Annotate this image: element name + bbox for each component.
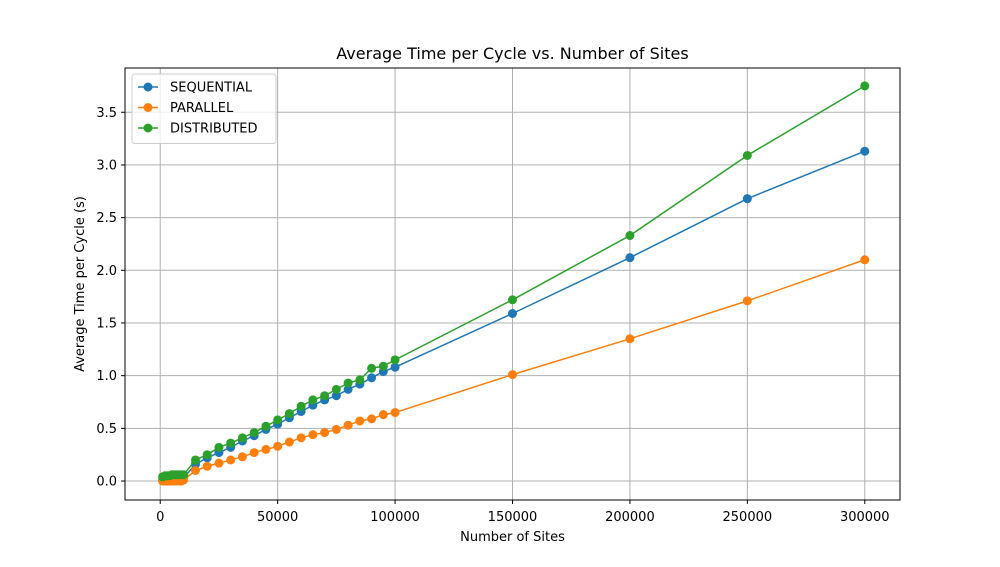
chart-title: Average Time per Cycle vs. Number of Sit… [336, 44, 688, 63]
data-point [331, 424, 341, 434]
legend-marker [143, 123, 153, 133]
data-point [179, 470, 189, 480]
data-point [296, 433, 306, 443]
legend-item: PARALLEL [138, 101, 234, 116]
x-tick-label: 150000 [488, 510, 538, 525]
data-point [214, 442, 224, 452]
data-point [261, 444, 271, 454]
data-point [625, 334, 635, 344]
legend-label: DISTRIBUTED [170, 122, 258, 137]
data-point [508, 295, 517, 305]
data-point [860, 146, 870, 156]
data-point [390, 362, 400, 372]
data-point [742, 194, 752, 204]
data-point [214, 458, 224, 468]
data-point [343, 384, 353, 394]
x-tick-label: 250000 [723, 510, 773, 525]
data-point [343, 420, 353, 430]
data-point [202, 450, 212, 460]
data-point [860, 81, 870, 91]
data-point [273, 441, 283, 451]
y-tick-label: 2.5 [96, 211, 117, 226]
data-point [367, 373, 377, 383]
data-point [261, 421, 271, 431]
data-point [296, 401, 306, 411]
data-point [249, 448, 259, 458]
y-axis-label: Average Time per Cycle (s) [73, 196, 88, 372]
data-point [508, 370, 517, 380]
y-tick-label: 0.0 [96, 475, 117, 490]
data-point [367, 414, 377, 424]
data-point [390, 408, 400, 418]
y-tick-label: 2.0 [96, 264, 117, 279]
data-point [320, 391, 330, 401]
legend-label: PARALLEL [170, 101, 234, 116]
data-point [226, 438, 236, 448]
data-point [367, 363, 377, 373]
data-point [331, 384, 341, 394]
x-tick-label: 300000 [840, 510, 890, 525]
axis-ticks: 0 50000 100000 150000 200000 250000 300000 0.0 0… [96, 106, 889, 525]
data-point [343, 378, 353, 388]
legend-item: DISTRIBUTED [138, 122, 258, 137]
legend-marker [143, 82, 153, 92]
data-point [284, 437, 294, 447]
data-point [308, 395, 318, 405]
data-point [226, 455, 236, 465]
data-point [237, 452, 247, 462]
x-axis-label: Number of Sites [460, 530, 565, 545]
y-tick-label: 0.5 [96, 422, 117, 437]
data-point [625, 231, 635, 241]
data-point [284, 409, 294, 419]
data-point [390, 355, 400, 365]
y-tick-label: 3.0 [96, 158, 117, 173]
legend-marker [143, 103, 153, 112]
legend-frame [131, 73, 277, 144]
data-point [625, 253, 635, 263]
data-point [190, 455, 200, 465]
data-point [308, 430, 318, 440]
series-parallel [158, 255, 870, 486]
legend: SEQUENTIAL PARALLEL DISTRIBUTED [131, 73, 277, 144]
data-point [378, 361, 388, 371]
data-point [190, 466, 200, 475]
x-tick-label: 50000 [257, 510, 298, 525]
data-point [331, 391, 341, 401]
series-layer [158, 81, 870, 486]
data-point [202, 461, 212, 471]
data-point [378, 410, 388, 420]
x-tick-label: 0 [156, 510, 164, 525]
data-point [742, 296, 752, 306]
data-point [273, 415, 283, 425]
legend-label: SEQUENTIAL [170, 81, 253, 96]
data-point [355, 375, 365, 385]
data-point [860, 255, 870, 265]
series-distributed [158, 81, 870, 482]
y-tick-label: 1.5 [96, 316, 117, 331]
data-point [508, 309, 517, 318]
y-tick-label: 1.0 [96, 369, 117, 384]
data-point [237, 433, 247, 443]
data-point [249, 428, 259, 438]
x-tick-label: 200000 [605, 510, 655, 525]
data-point [742, 150, 752, 160]
data-point [320, 428, 330, 438]
x-tick-label: 100000 [370, 510, 420, 525]
data-point [355, 416, 365, 426]
legend-item: SEQUENTIAL [138, 81, 253, 96]
y-tick-label: 3.5 [96, 106, 117, 121]
